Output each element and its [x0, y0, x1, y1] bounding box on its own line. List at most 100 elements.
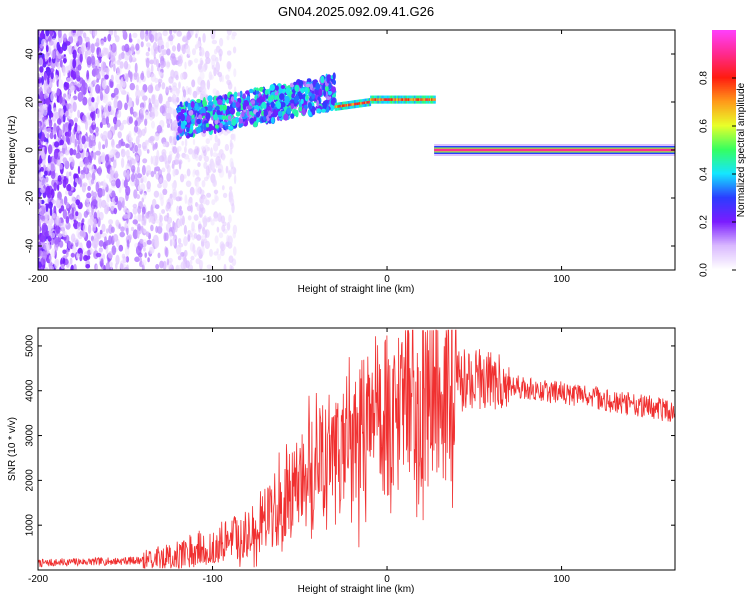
- spectrogram-signal-cell: [289, 99, 295, 104]
- spectrogram-noise-cell: [99, 229, 103, 235]
- colorbar-cell: [712, 192, 736, 195]
- spectrogram-signal-cell: [318, 88, 323, 96]
- spectrogram-signal-cell: [184, 131, 188, 136]
- spectrogram-noise-cell: [72, 71, 77, 80]
- spectrogram-noise-cell: [105, 154, 109, 163]
- spectrogram-noise-cell: [77, 222, 81, 227]
- spectrogram-line-cell: [364, 101, 367, 105]
- spectrogram-noise-cell: [155, 225, 159, 233]
- spectrogram-noise-cell: [229, 147, 233, 155]
- spectrogram-noise-cell: [60, 263, 65, 269]
- spectrogram-signal-cell: [255, 90, 260, 95]
- spectrogram-noise-cell: [165, 41, 170, 49]
- spectrogram-x-tick-label: 0: [384, 274, 390, 285]
- spectrogram-noise-cell: [162, 188, 168, 195]
- spectrogram-signal-cell: [235, 111, 240, 117]
- spectrogram-noise-cell: [100, 40, 105, 46]
- spectrogram-noise-cell: [136, 166, 140, 175]
- spectrogram-noise-cell: [215, 156, 221, 166]
- spectrogram-signal-cell: [290, 113, 295, 119]
- spectrogram-noise-cell: [113, 159, 117, 169]
- spectrogram-noise-cell: [100, 105, 104, 110]
- spectrogram-noise-cell: [122, 256, 127, 264]
- spectrogram-noise-cell: [84, 198, 90, 208]
- spectrogram-noise-cell: [143, 228, 147, 234]
- spectrogram-noise-cell: [93, 211, 98, 221]
- spectrogram-noise-cell: [193, 58, 199, 64]
- spectrogram-noise-cell: [166, 118, 169, 124]
- spectrogram-noise-cell: [231, 203, 235, 214]
- spectrogram-noise-cell: [68, 122, 72, 132]
- spectrogram-x-tick-label: 100: [553, 274, 570, 285]
- spectrogram-line-cell: [359, 102, 362, 105]
- spectrogram-noise-cell: [124, 102, 128, 111]
- spectrogram-noise-cell: [134, 173, 138, 180]
- spectrogram-noise-cell: [176, 87, 180, 97]
- colorbar-cell: [712, 194, 736, 197]
- spectrogram-noise-cell: [115, 73, 121, 84]
- spectrogram-noise-cell: [77, 109, 81, 119]
- spectrogram-noise-cell: [83, 32, 87, 39]
- spectrogram-noise-cell: [144, 126, 147, 134]
- colorbar-cell: [712, 186, 736, 189]
- spectrogram-noise-cell: [121, 80, 126, 88]
- spectrogram-line-cell: [377, 98, 380, 101]
- spectrogram-noise-cell: [144, 33, 149, 42]
- spectrogram-noise-cell: [68, 89, 72, 95]
- spectrogram-noise-cell: [183, 236, 188, 247]
- spectrogram-signal-cell: [184, 101, 189, 107]
- spectrogram-noise-cell: [137, 38, 141, 45]
- spectrogram-noise-cell: [57, 175, 62, 182]
- spectrogram-noise-cell: [192, 138, 196, 146]
- snr-y-tick-label: 2000: [25, 469, 36, 492]
- spectrogram-line-cell: [432, 98, 435, 101]
- spectrogram-noise-cell: [210, 147, 213, 157]
- spectrogram-signal-cell: [332, 79, 336, 86]
- spectrogram-noise-cell: [205, 57, 211, 65]
- spectrogram-noise-cell: [165, 247, 169, 258]
- spectrogram-signal-cell: [267, 96, 271, 101]
- spectrogram-noise-cell: [70, 233, 76, 243]
- colorbar-cell: [712, 168, 736, 171]
- spectrogram-signal-cell: [241, 111, 245, 118]
- spectrogram-noise-cell: [201, 180, 206, 188]
- spectrogram-noise-cell: [57, 232, 63, 238]
- spectrogram-line-cell: [409, 98, 412, 101]
- spectrogram-noise-cell: [94, 238, 100, 246]
- spectrogram-noise-cell: [105, 262, 110, 270]
- spectrogram-noise-cell: [101, 155, 106, 164]
- spectrogram-noise-cell: [102, 253, 105, 260]
- spectrogram-line-cell: [370, 98, 373, 101]
- spectrogram-noise-cell: [66, 77, 72, 82]
- spectrogram-noise-cell: [79, 178, 83, 188]
- spectrogram-noise-cell: [95, 252, 102, 258]
- spectrogram-noise-cell: [49, 265, 55, 270]
- spectrogram-line-cell: [368, 100, 372, 104]
- spectrogram-noise-cell: [206, 264, 213, 270]
- spectrogram-noise-cell: [143, 175, 147, 183]
- spectrogram-noise-cell: [51, 248, 56, 258]
- spectrogram-noise-cell: [139, 113, 145, 120]
- spectrogram-signal-cell: [332, 72, 336, 81]
- spectrogram-noise-cell: [132, 206, 138, 215]
- spectrogram-noise-cell: [154, 46, 158, 54]
- spectrogram-signal-cell: [253, 116, 257, 122]
- spectrogram-noise-cell: [92, 119, 96, 126]
- spectrogram-line-cell: [389, 98, 392, 101]
- spectrogram-noise-cell: [172, 109, 177, 116]
- spectrogram-noise-cell: [40, 187, 45, 194]
- spectrogram-noise-cell: [84, 50, 88, 60]
- spectrogram-noise-cell: [145, 51, 150, 57]
- spectrogram-line-cell: [412, 98, 416, 101]
- spectrogram-noise-cell: [221, 185, 225, 191]
- colorbar-cell: [712, 268, 736, 271]
- colorbar-cell: [712, 128, 736, 131]
- spectrogram-noise-cell: [104, 204, 109, 215]
- colorbar-cell: [712, 198, 736, 201]
- spectrogram-signal-cell: [285, 87, 291, 95]
- spectrogram-noise-cell: [110, 61, 113, 70]
- spectrogram-noise-cell: [117, 131, 122, 139]
- spectrogram-line-cell: [399, 98, 402, 101]
- spectrogram-signal-cell: [176, 107, 182, 112]
- spectrogram-line-cell: [422, 98, 425, 101]
